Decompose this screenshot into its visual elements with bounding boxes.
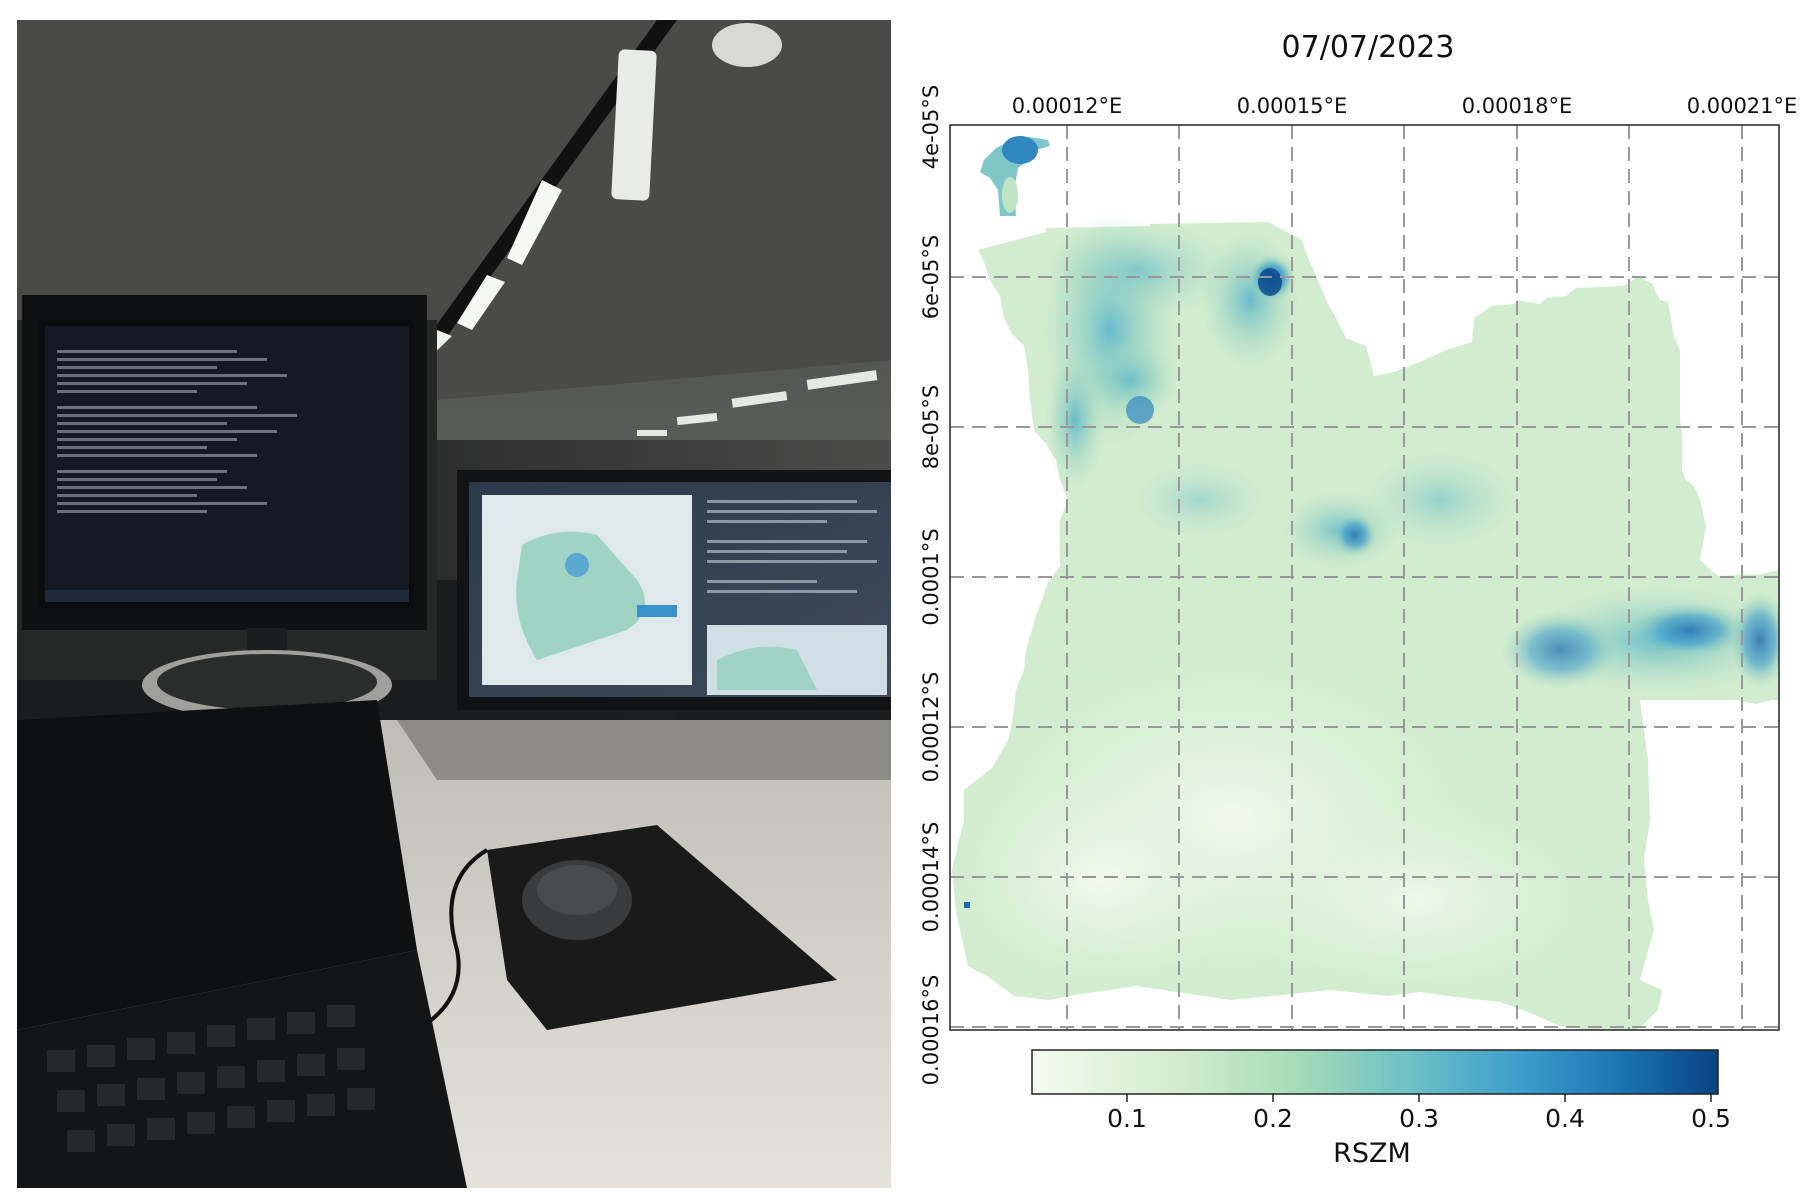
y-tick-label: 0.0001°S xyxy=(919,528,943,625)
colorbar-label: RSZM xyxy=(1333,1138,1411,1169)
map-plot-area xyxy=(950,125,1779,1030)
grid-lines xyxy=(950,125,1779,1030)
colorbar-tick-label: 0.3 xyxy=(1399,1104,1439,1133)
colorbar xyxy=(1031,1049,1719,1095)
y-tick-label: 6e-05°S xyxy=(919,235,943,319)
x-tick-label: 0.00021°E xyxy=(1687,94,1798,118)
y-tick-label: 8e-05°S xyxy=(919,385,943,469)
x-tick-labels: 0.00012°E 0.00015°E 0.00018°E 0.00021°E xyxy=(1012,94,1798,118)
chart-title: 07/07/2023 xyxy=(1282,30,1455,65)
y-tick-label: 0.00014°S xyxy=(919,822,943,933)
y-tick-label: 0.00012°S xyxy=(919,672,943,783)
x-tick-label: 0.00018°E xyxy=(1462,94,1573,118)
y-tick-label: 4e-05°S xyxy=(919,85,943,169)
colorbar-tick-label: 0.5 xyxy=(1691,1104,1731,1133)
desk-photo-image xyxy=(17,20,891,1188)
colorbar-tick-label: 0.4 xyxy=(1545,1104,1585,1133)
colorbar-tick-label: 0.1 xyxy=(1107,1104,1147,1133)
colorbar-ticks xyxy=(1126,1094,1712,1102)
x-tick-label: 0.00012°E xyxy=(1012,94,1123,118)
exclave-shape xyxy=(980,136,1050,216)
y-tick-labels: 4e-05°S 6e-05°S 8e-05°S 0.0001°S 0.00012… xyxy=(919,85,943,1086)
y-tick-label: 0.00016°S xyxy=(919,975,943,1086)
desk-photo xyxy=(17,20,891,1188)
map-chart: 07/07/2023 xyxy=(900,0,1819,1194)
x-tick-label: 0.00015°E xyxy=(1237,94,1348,118)
colorbar-tick-labels: 0.1 0.2 0.3 0.4 0.5 xyxy=(1107,1104,1731,1133)
plot-frame xyxy=(949,124,1780,1031)
map-chart-svg: 07/07/2023 xyxy=(919,30,1798,1169)
colorbar-tick-label: 0.2 xyxy=(1253,1104,1293,1133)
